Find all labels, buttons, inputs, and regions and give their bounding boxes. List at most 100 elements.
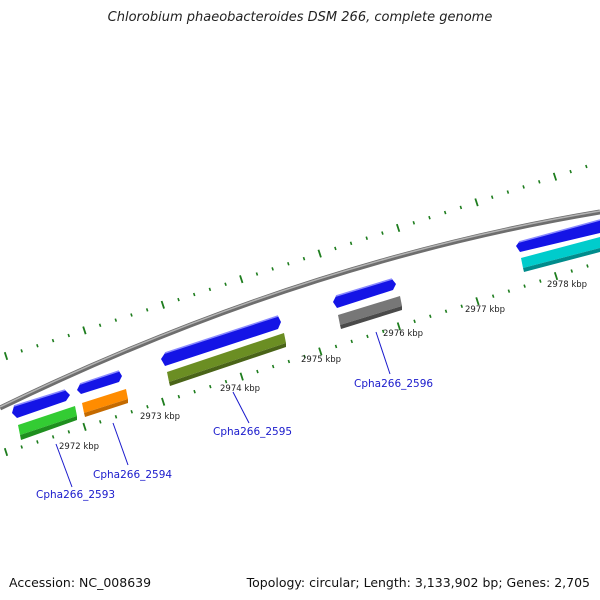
- tick-mark: [208, 287, 212, 292]
- tick-marks: [3, 164, 589, 457]
- tick-mark: [412, 221, 416, 225]
- gene-label-leader: [55, 443, 73, 488]
- gene-label-leader: [232, 391, 250, 424]
- tick-mark: [523, 284, 526, 288]
- tick-mark: [255, 272, 259, 276]
- gene-label-cpha266-2593[interactable]: Cpha266_2593: [36, 489, 115, 501]
- tick-label: 2976 kbp: [383, 329, 423, 339]
- tick-label: 2974 kbp: [220, 384, 260, 394]
- tick-mark: [3, 447, 9, 457]
- tick-mark: [224, 379, 228, 384]
- cds-arrow[interactable]: [333, 278, 396, 308]
- tick-mark: [381, 231, 384, 235]
- tick-mark: [413, 319, 416, 324]
- gene-label-cpha266-2596[interactable]: Cpha266_2596: [354, 378, 433, 390]
- accession-text: Accession: NC_008639: [9, 575, 152, 590]
- tick-mark: [522, 185, 525, 189]
- tick-mark: [160, 300, 165, 309]
- tick-mark: [114, 318, 118, 322]
- tick-mark: [67, 333, 70, 338]
- tick-mark: [396, 322, 401, 331]
- tick-mark: [82, 326, 87, 335]
- tick-label: 2977 kbp: [465, 305, 505, 315]
- tick-label: 2978 kbp: [547, 280, 587, 290]
- tick-mark: [429, 314, 432, 319]
- genome-backbone: [0, 209, 600, 411]
- tick-mark: [303, 354, 306, 359]
- genome-summary-text: Topology: circular; Length: 3,133,902 bp…: [246, 575, 590, 590]
- gene-label-cpha266-2594[interactable]: Cpha266_2594: [93, 469, 172, 481]
- tick-mark: [475, 297, 480, 306]
- tick-mark: [51, 338, 55, 343]
- tick-mark: [444, 309, 448, 314]
- tick-mark: [82, 422, 87, 431]
- tick-mark: [491, 294, 495, 298]
- tick-mark: [99, 420, 102, 424]
- tick-mark: [539, 279, 542, 283]
- tick-mark: [302, 256, 306, 261]
- tick-mark: [145, 308, 149, 312]
- cds-arrow[interactable]: [77, 370, 122, 394]
- tick-mark: [334, 246, 337, 251]
- tick-mark: [20, 349, 23, 353]
- tick-mark: [553, 271, 559, 281]
- tick-mark: [428, 215, 431, 220]
- gene-bar-cpha266-2596[interactable]: [338, 296, 402, 329]
- tick-mark: [239, 275, 244, 284]
- tick-mark: [287, 359, 291, 364]
- tick-mark: [318, 347, 323, 356]
- tick-mark: [317, 249, 322, 258]
- tick-mark: [130, 313, 133, 317]
- tick-mark: [443, 210, 447, 215]
- tick-mark: [585, 164, 588, 169]
- cds-arrow[interactable]: [516, 219, 600, 252]
- tick-mark: [239, 372, 244, 381]
- tick-mark: [177, 297, 180, 302]
- cds-arrow[interactable]: [161, 315, 281, 366]
- map-title: Chlorobium phaeobacteroides DSM 266, com…: [107, 10, 493, 25]
- tick-label: 2972 kbp: [59, 442, 99, 452]
- tick-mark: [460, 304, 464, 308]
- tick-mark: [209, 384, 212, 389]
- gene-bar-cpha266-2594[interactable]: [82, 389, 128, 417]
- gene-bar-next[interactable]: [521, 237, 600, 272]
- tick-mark: [146, 404, 149, 409]
- tick-mark: [67, 430, 71, 434]
- tick-mark: [365, 236, 369, 240]
- gene-label-cpha266-2595[interactable]: Cpha266_2595: [213, 426, 292, 438]
- tick-mark: [350, 339, 353, 344]
- tick-mark: [98, 323, 102, 328]
- tick-mark: [459, 205, 463, 210]
- gene-bar-cpha266-2595[interactable]: [167, 333, 286, 386]
- tick-label: 2975 kbp: [301, 355, 341, 365]
- tick-mark: [193, 389, 196, 394]
- tick-mark: [192, 292, 196, 297]
- tick-mark: [474, 198, 479, 207]
- cds-arrow[interactable]: [12, 389, 70, 418]
- tick-mark: [3, 351, 9, 361]
- tick-mark: [177, 394, 181, 399]
- tick-mark: [569, 169, 572, 174]
- tick-mark: [51, 435, 55, 439]
- tick-mark: [20, 445, 23, 449]
- tick-mark: [366, 334, 369, 339]
- tick-mark: [271, 364, 275, 369]
- tick-mark: [506, 190, 510, 194]
- tick-mark: [36, 343, 39, 348]
- tick-mark: [114, 415, 118, 419]
- tick-mark: [490, 195, 494, 199]
- tick-mark: [538, 180, 541, 184]
- tick-mark: [570, 269, 574, 273]
- tick-mark: [256, 369, 259, 374]
- tick-mark: [396, 223, 401, 233]
- gene-bar-cpha266-2593[interactable]: [18, 406, 77, 440]
- tick-mark: [271, 267, 274, 271]
- tick-mark: [381, 329, 385, 334]
- tick-mark: [586, 264, 589, 268]
- tick-mark: [161, 397, 166, 406]
- tick-mark: [349, 241, 353, 246]
- gene-label-leader: [112, 422, 129, 466]
- tick-mark: [507, 289, 511, 293]
- tick-mark: [224, 282, 227, 287]
